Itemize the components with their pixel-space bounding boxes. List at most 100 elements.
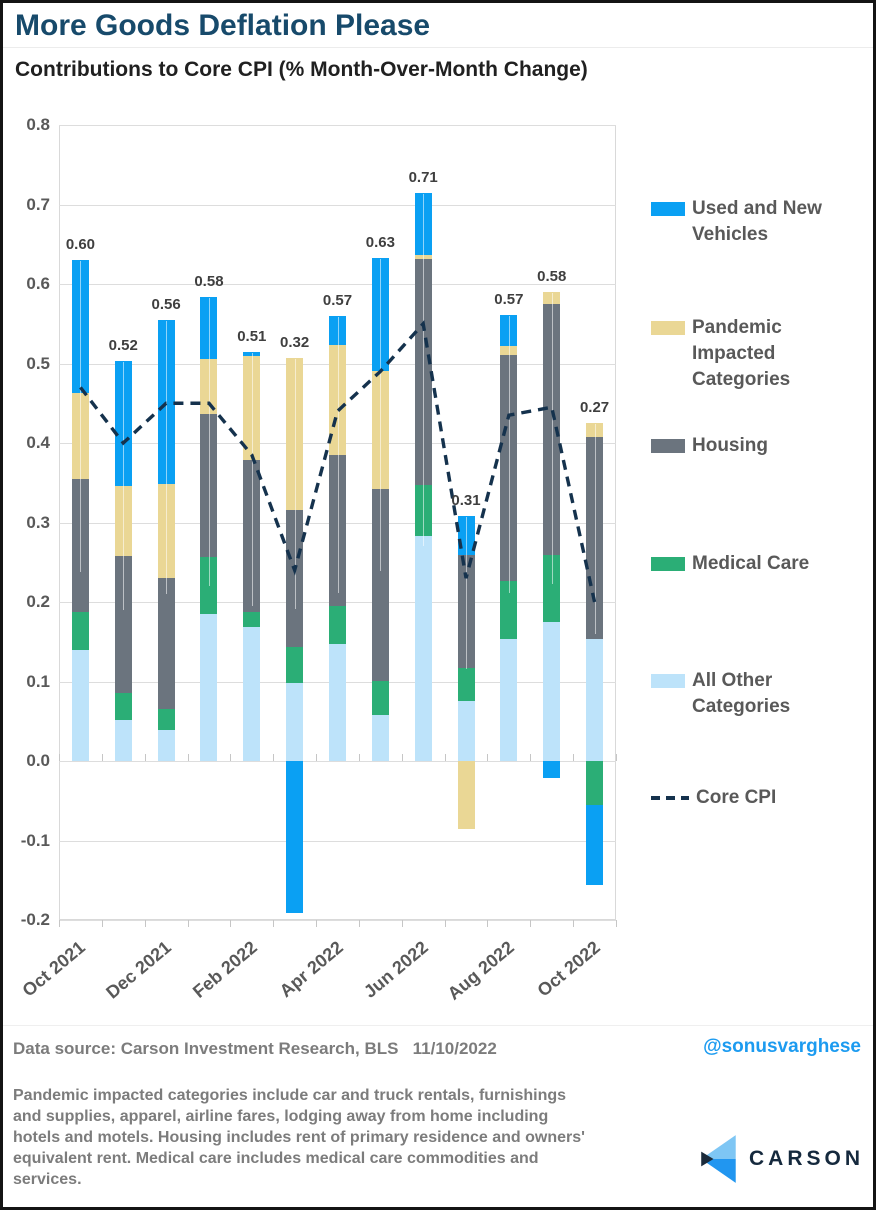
bar-segment-all-other-categories (286, 683, 304, 761)
bar-leader-line (423, 194, 425, 547)
bar-segment-all-other-categories (500, 638, 518, 761)
bar-segment-all-other-categories (371, 714, 389, 761)
title-divider (3, 47, 873, 48)
legend-item-all-other-categories: All Other Categories (651, 668, 862, 720)
y-axis-label: 0.1 (26, 671, 50, 691)
bar-segment-all-other-categories (114, 719, 132, 761)
bar-total-label: 0.58 (194, 272, 224, 290)
bar-total-label: 0.71 (408, 169, 438, 187)
bar-total-label: 0.27 (579, 399, 610, 417)
x-axis-tick (444, 920, 446, 927)
y-axis-label: 0.5 (26, 353, 50, 373)
x-axis-tick (273, 754, 275, 761)
x-axis-tick (144, 754, 146, 761)
y-axis-label: 0.6 (26, 274, 50, 293)
x-axis-tick (101, 754, 103, 761)
bar-segment-used-and-new-vehicles (543, 761, 561, 778)
bar-segment-medical-care (371, 680, 389, 715)
page-title: More Goods Deflation Please (15, 9, 431, 42)
bar-leader-line (380, 258, 382, 571)
legend-color-swatch (651, 557, 685, 571)
bar-leader-line (166, 320, 168, 595)
x-axis-tick (401, 754, 403, 761)
bar-segment-all-other-categories (457, 701, 475, 761)
bar-total-label: 0.57 (494, 291, 524, 308)
bar-segment-all-other-categories (71, 649, 89, 761)
bar-segment-all-other-categories (157, 729, 175, 761)
legend-item-medical-care: Medical Care (651, 551, 862, 577)
x-axis-tick (230, 920, 232, 927)
x-axis-tick (187, 920, 189, 927)
bar-segment-used-and-new-vehicles (586, 804, 604, 885)
bar-segment-medical-care (157, 709, 175, 730)
x-axis-tick (401, 920, 403, 927)
bar-segment-all-other-categories (243, 626, 261, 761)
bar-segment-medical-care (586, 761, 604, 805)
bar-segment-all-other-categories (414, 536, 432, 761)
y-axis-label: 0.8 (26, 115, 50, 134)
bar-segment-medical-care (457, 667, 475, 702)
legend-item-housing: Housing (651, 433, 862, 459)
x-axis-tick (316, 754, 318, 761)
bar-leader-line (551, 292, 553, 584)
bar-total-label: 0.52 (108, 337, 138, 355)
gridline-0.0 (59, 761, 616, 762)
y-axis-label: -0.1 (20, 830, 50, 850)
legend-color-swatch (651, 439, 685, 453)
y-axis-label: 0.3 (26, 512, 50, 532)
bar-total-label: 0.63 (365, 233, 395, 251)
x-axis-tick (144, 920, 146, 927)
gridline--0.1 (59, 840, 616, 842)
twitter-handle-link[interactable]: @sonusvarghese (703, 1036, 861, 1057)
legend-label: Pandemic Impacted Categories (692, 317, 791, 390)
bar-segment-all-other-categories (543, 621, 561, 761)
bar-total-label: 0.60 (65, 236, 96, 254)
legend-label: Housing (692, 435, 768, 456)
legend-label: Used and New Vehicles (692, 198, 822, 245)
bar-segment-medical-care (71, 612, 89, 650)
chart-subtitle: Contributions to Core CPI (% Month-Over-… (15, 58, 588, 81)
carson-logo: CARSON (693, 1134, 864, 1184)
x-axis-tick (358, 920, 360, 927)
bar-total-label: 0.31 (451, 492, 481, 510)
x-axis-tick (530, 754, 532, 761)
methodology-note: Pandemic impacted categories include car… (13, 1087, 585, 1188)
y-axis-label: 0.7 (26, 194, 50, 214)
legend-label: All Other Categories (692, 670, 791, 717)
bar-segment-used-and-new-vehicles (286, 761, 304, 913)
bar-total-label: 0.56 (151, 295, 181, 313)
bar-segment-all-other-categories (586, 638, 604, 761)
bar-leader-line (80, 261, 82, 572)
data-source-text: Data source: Carson Investment Research,… (13, 1039, 497, 1058)
x-axis-tick (573, 754, 575, 761)
bar-leader-line (337, 316, 339, 593)
y-axis-label: -0.2 (20, 910, 50, 929)
gridline-0.8 (59, 125, 616, 126)
bar-segment-medical-care (114, 692, 132, 720)
bar-total-label: 0.58 (537, 267, 567, 285)
footer-divider (3, 1025, 873, 1026)
carson-logo-text: CARSON (749, 1147, 865, 1170)
bar-segment-housing (157, 578, 175, 710)
x-axis-tick (530, 920, 532, 927)
gridline-0.7 (59, 204, 616, 206)
bar-segment-medical-care (243, 611, 261, 627)
carson-chevron-icon (701, 1135, 736, 1183)
bar-leader-line (508, 316, 510, 593)
bar-leader-line (123, 362, 125, 611)
bar-segment-all-other-categories (329, 644, 346, 761)
legend-item-used-and-new-vehicles: Used and New Vehicles (651, 196, 862, 248)
bar-leader-line (594, 424, 596, 634)
x-axis-tick (616, 754, 617, 761)
x-axis-tick (101, 920, 103, 927)
legend-color-swatch (651, 202, 685, 216)
x-axis-tick (444, 754, 446, 761)
y-axis-label: 0.2 (26, 592, 50, 611)
legend-dash-swatch (651, 796, 689, 800)
legend-label: Core CPI (696, 787, 777, 808)
bar-segment-medical-care (286, 646, 304, 684)
bar-segment-medical-care (329, 605, 346, 645)
bar-leader-line (208, 297, 210, 586)
x-axis-tick (573, 920, 575, 927)
